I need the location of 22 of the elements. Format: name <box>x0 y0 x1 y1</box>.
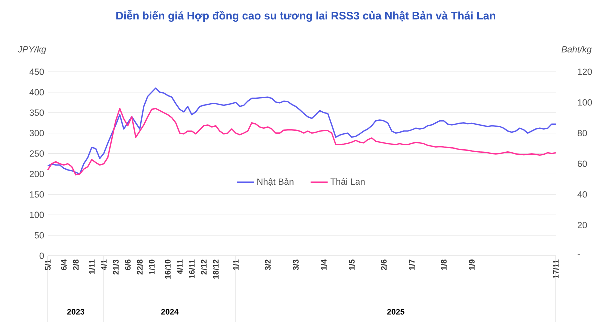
y-tick-label: 300 <box>30 130 44 137</box>
y2-tick-label: 100 <box>578 99 592 106</box>
chart-title: Diễn biến giá Hợp đồng cao su tương lai RSS3 của Nhật Bản và Thái Lan <box>116 10 496 22</box>
y-tick-label: 250 <box>30 150 44 157</box>
y-tick-label: 200 <box>30 171 44 178</box>
y-axis-title: JPY/kg <box>18 46 46 54</box>
legend-label: Nhật Bản <box>258 178 294 186</box>
y2-tick-label: 40 <box>578 191 588 198</box>
y-tick-label: 0 <box>40 252 44 260</box>
y2-axis-title: Baht/kg <box>562 46 592 54</box>
y-tick-label: 400 <box>30 89 44 96</box>
legend-label: Thái Lan <box>330 178 365 186</box>
y-tick-label: 450 <box>30 68 44 76</box>
y2-tick-label: 120 <box>578 68 592 76</box>
y2-tick-label: - <box>578 254 580 256</box>
y-tick-label: 50 <box>34 232 44 239</box>
y2-tick-label: 60 <box>578 160 588 168</box>
y-tick-label: 150 <box>30 191 44 198</box>
y2-tick-label: 80 <box>578 130 588 137</box>
y-tick-label: 100 <box>30 212 44 218</box>
y-tick-label: 350 <box>30 110 44 116</box>
y2-tick-label: 20 <box>578 222 588 229</box>
